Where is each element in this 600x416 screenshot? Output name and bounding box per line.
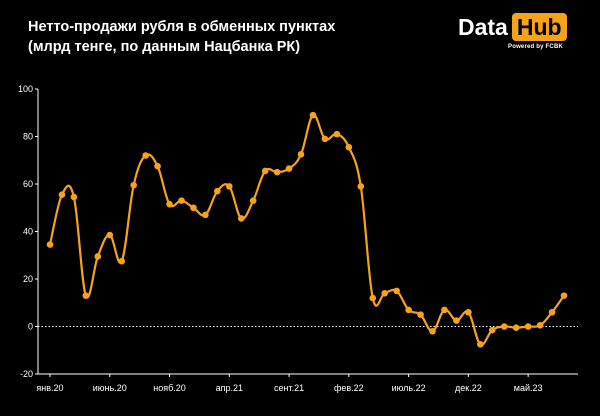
data-point xyxy=(500,323,508,330)
data-point xyxy=(345,143,353,151)
data-point xyxy=(58,191,66,198)
title-line-2: (млрд тенге, по данным Нацбанка РК) xyxy=(28,39,301,55)
x-tick-label: дек.22 xyxy=(455,383,482,393)
y-tick-label: 20 xyxy=(23,274,33,284)
data-point xyxy=(249,197,257,204)
data-point xyxy=(465,308,472,316)
data-point xyxy=(441,306,448,314)
data-point xyxy=(154,162,161,170)
data-point xyxy=(46,241,54,248)
data-point xyxy=(369,294,377,302)
data-point xyxy=(118,257,126,265)
data-point xyxy=(357,183,365,190)
data-point xyxy=(488,326,496,334)
x-tick-label: июль.22 xyxy=(392,383,426,393)
data-point xyxy=(512,324,520,331)
data-point xyxy=(237,215,245,222)
title-line-1: Нетто-продажи рубля в обменных пунктах xyxy=(28,19,336,35)
y-tick-label: 0 xyxy=(28,322,33,332)
logo-wordmark: Data Hub xyxy=(458,13,567,41)
data-point xyxy=(381,289,388,297)
data-point xyxy=(548,308,556,316)
data-point xyxy=(82,292,90,299)
data-point xyxy=(226,183,233,190)
data-point xyxy=(453,317,460,324)
data-point xyxy=(405,306,412,314)
x-tick-label: нояб.20 xyxy=(153,383,186,393)
y-tick-label: 100 xyxy=(18,84,33,94)
data-point xyxy=(190,204,197,212)
y-tick-label: 40 xyxy=(23,227,33,237)
x-tick-label: сент.21 xyxy=(274,383,304,393)
x-tick-label: янв.20 xyxy=(36,383,63,393)
data-point xyxy=(417,311,424,318)
data-point xyxy=(142,152,149,159)
data-point xyxy=(166,200,173,208)
data-point xyxy=(273,168,281,176)
data-point xyxy=(333,130,341,138)
datahub-logo: Data Hub Powered by FCBK xyxy=(458,13,578,55)
data-point xyxy=(70,193,78,201)
data-point xyxy=(393,287,400,295)
data-point xyxy=(477,341,484,348)
y-tick-label: 80 xyxy=(23,132,33,142)
data-point xyxy=(261,167,269,175)
chart-title: Нетто-продажи рубля в обменных пунктах (… xyxy=(28,17,448,57)
data-point xyxy=(214,187,221,195)
x-tick-label: май.23 xyxy=(514,383,543,393)
data-point xyxy=(536,322,544,329)
data-point xyxy=(429,327,436,335)
logo-word-hub: Hub xyxy=(511,13,567,41)
data-point xyxy=(297,151,305,158)
data-point xyxy=(309,111,317,119)
data-point xyxy=(524,323,532,330)
x-tick-label: апр.21 xyxy=(216,383,243,393)
y-tick-label: -20 xyxy=(20,369,33,379)
data-point xyxy=(130,181,137,189)
x-tick-label: фев.22 xyxy=(334,383,364,393)
data-point xyxy=(285,165,293,172)
data-point xyxy=(321,135,329,143)
y-tick-label: 60 xyxy=(23,179,33,189)
data-point xyxy=(178,197,185,204)
x-tick-label: июнь.20 xyxy=(93,383,127,393)
data-point xyxy=(202,211,209,219)
logo-tagline: Powered by FCBK xyxy=(508,44,564,50)
data-point xyxy=(560,292,568,299)
logo-word-data: Data xyxy=(458,14,508,40)
data-point xyxy=(94,253,102,260)
data-point xyxy=(106,231,114,239)
series-line xyxy=(48,114,565,346)
